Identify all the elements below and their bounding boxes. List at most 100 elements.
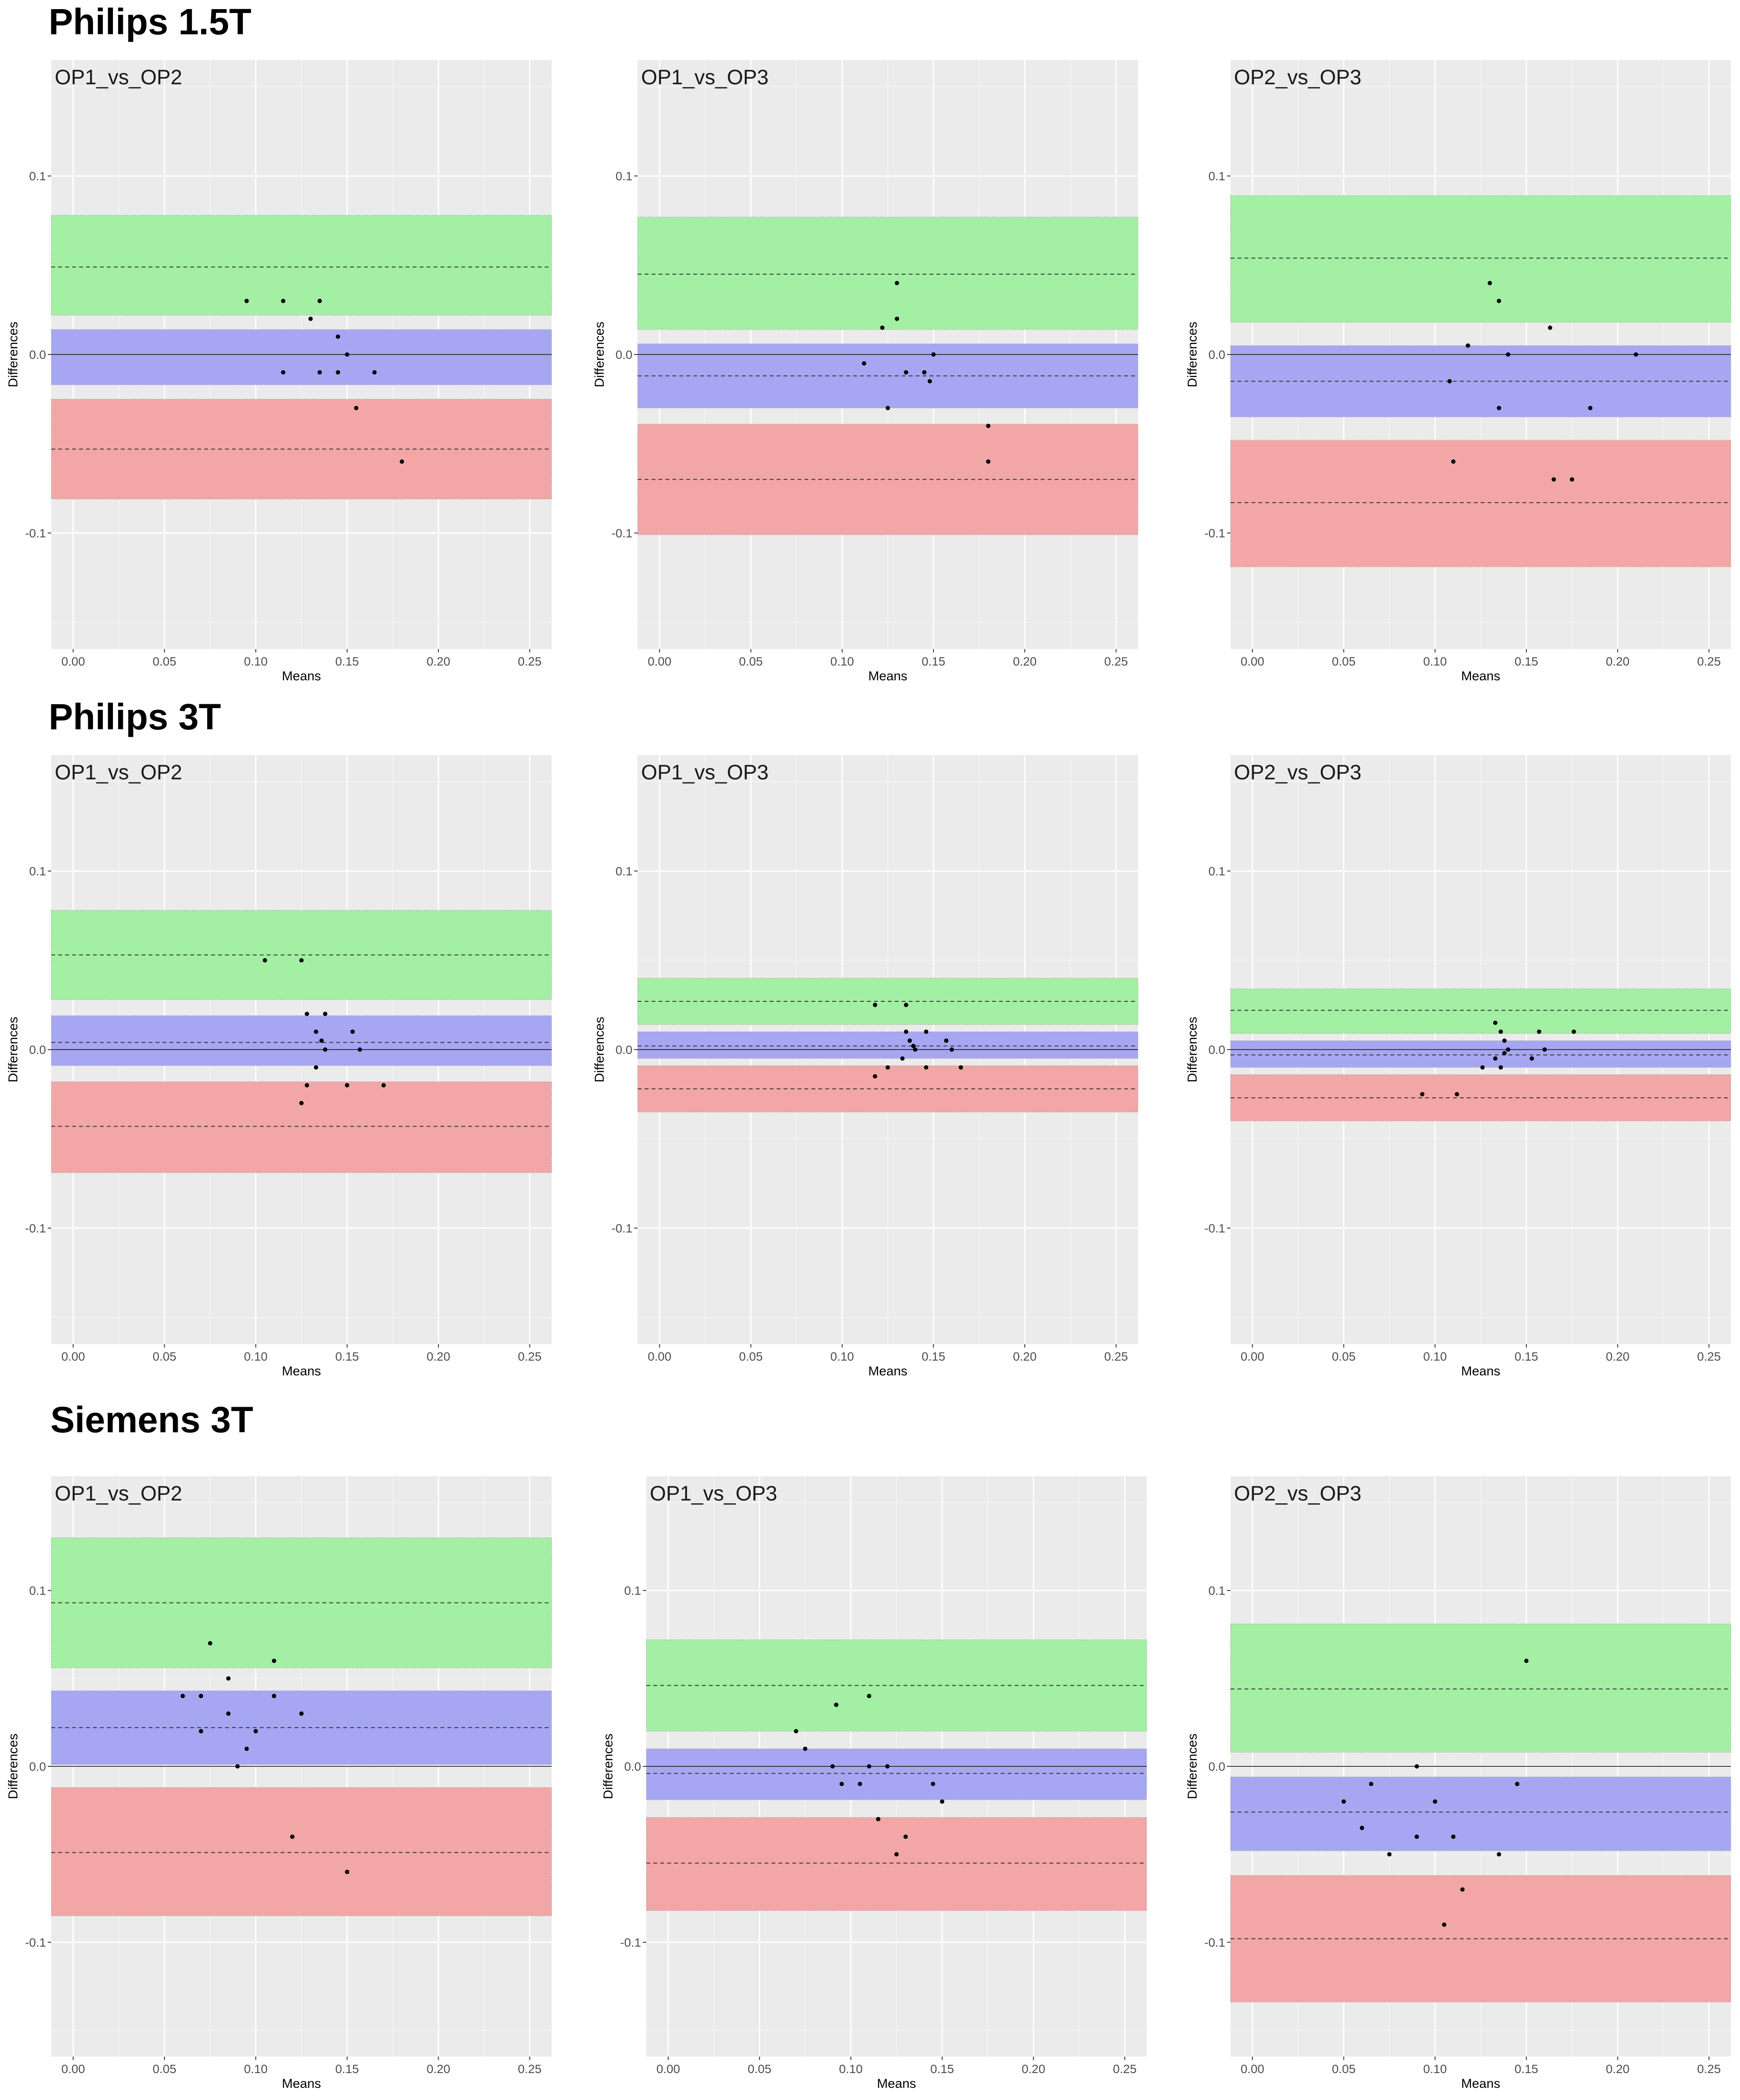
panel-title: OP1_vs_OP3 xyxy=(650,1482,777,1505)
y-axis-title: Differences xyxy=(592,321,607,387)
data-point xyxy=(1465,343,1470,348)
data-point xyxy=(1387,1852,1392,1857)
data-point xyxy=(1414,1764,1419,1769)
data-point xyxy=(180,1694,185,1699)
upper-loa-ci-band xyxy=(1230,1623,1731,1753)
data-point xyxy=(857,1782,862,1786)
data-point xyxy=(281,298,285,303)
x-tick-label: 0.15 xyxy=(335,655,359,668)
data-point xyxy=(198,1729,203,1734)
panel-title: OP1_vs_OP3 xyxy=(641,66,768,89)
x-axis-title: Means xyxy=(282,1364,321,1378)
x-tick-label: 0.15 xyxy=(1515,2062,1538,2076)
bland-altman-plot-philips3t-op2-op3: -0.1 0.0 0.1 0.00 0.05 0.10 0.15 0.20 0.25 Means D… xyxy=(1185,755,1731,1378)
y-tick-label: 0.0 xyxy=(1208,348,1225,361)
x-tick-label: 0.25 xyxy=(1697,655,1721,668)
data-point xyxy=(1442,1922,1446,1927)
data-point xyxy=(894,1852,899,1857)
data-point xyxy=(867,1694,871,1699)
x-tick-label: 0.00 xyxy=(1240,655,1264,668)
lower-loa-ci-band xyxy=(51,1081,552,1173)
x-tick-label: 0.20 xyxy=(1022,2062,1045,2076)
data-point xyxy=(1588,406,1593,411)
data-point xyxy=(895,281,900,285)
data-point xyxy=(1548,325,1552,330)
panel-title: OP1_vs_OP2 xyxy=(55,761,182,784)
y-tick-label: 0.0 xyxy=(615,1043,632,1057)
panel-title: OP1_vs_OP3 xyxy=(641,761,768,784)
data-point xyxy=(900,1056,905,1061)
data-point xyxy=(1414,1834,1419,1839)
data-point xyxy=(944,1038,949,1043)
data-point xyxy=(1460,1887,1465,1892)
y-tick-label: 0.0 xyxy=(624,1760,641,1773)
data-point xyxy=(959,1065,963,1070)
data-point xyxy=(907,1038,912,1043)
data-point xyxy=(1480,1065,1485,1070)
data-point xyxy=(1369,1782,1373,1786)
data-point xyxy=(1493,1020,1498,1025)
data-point xyxy=(262,958,267,963)
y-tick-label: -0.1 xyxy=(1204,1936,1225,1949)
x-tick-label: 0.10 xyxy=(244,655,268,668)
x-tick-label: 0.05 xyxy=(748,2062,771,2076)
panel-title: OP2_vs_OP3 xyxy=(1234,1482,1361,1505)
x-tick-label: 0.20 xyxy=(1606,1350,1630,1363)
data-point xyxy=(381,1083,386,1088)
data-point xyxy=(949,1047,954,1052)
upper-loa-ci-band xyxy=(637,216,1138,330)
x-axis-title: Means xyxy=(282,2077,321,2091)
y-tick-label: 0.0 xyxy=(29,1043,46,1057)
data-point xyxy=(1506,352,1511,357)
data-point xyxy=(834,1703,839,1707)
x-tick-label: 0.25 xyxy=(1104,655,1128,668)
data-point xyxy=(372,370,377,375)
x-tick-label: 0.20 xyxy=(427,655,450,668)
data-point xyxy=(940,1799,945,1804)
bland-altman-plot-philips3t-op1-op2: -0.1 0.0 0.1 0.00 0.05 0.10 0.15 0.20 0.25 Means D… xyxy=(6,755,552,1378)
x-tick-label: 0.25 xyxy=(518,2062,542,2076)
x-tick-label: 0.25 xyxy=(1697,2062,1721,2076)
data-point xyxy=(198,1694,203,1699)
data-point xyxy=(299,1101,304,1106)
y-tick-label: 0.0 xyxy=(29,1760,46,1773)
x-tick-label: 0.25 xyxy=(1104,1350,1128,1363)
data-point xyxy=(986,459,991,464)
data-point xyxy=(1634,352,1638,357)
x-tick-label: 0.15 xyxy=(922,655,946,668)
y-axis-title: Differences xyxy=(6,1733,20,1799)
data-point xyxy=(1432,1799,1437,1804)
data-point xyxy=(400,459,404,464)
data-point xyxy=(1488,281,1492,285)
x-tick-label: 0.00 xyxy=(1240,2062,1264,2076)
panel-title: OP1_vs_OP2 xyxy=(55,66,182,89)
x-tick-label: 0.05 xyxy=(1332,2062,1356,2076)
x-axis-title: Means xyxy=(868,1364,907,1378)
y-axis-title: Differences xyxy=(601,1733,615,1799)
data-point xyxy=(1493,1056,1498,1061)
y-tick-label: -0.1 xyxy=(25,1936,46,1949)
y-tick-label: 0.1 xyxy=(624,1584,641,1597)
data-point xyxy=(904,1003,909,1007)
data-point xyxy=(336,370,341,375)
x-tick-label: 0.20 xyxy=(1606,2062,1630,2076)
lower-loa-ci-band xyxy=(646,1817,1147,1911)
data-point xyxy=(867,1764,871,1769)
x-tick-label: 0.20 xyxy=(1013,655,1037,668)
data-point xyxy=(1447,379,1452,384)
x-tick-label: 0.10 xyxy=(830,1350,854,1363)
bias-ci-band xyxy=(51,329,552,385)
data-point xyxy=(1570,477,1575,482)
data-point xyxy=(1497,298,1502,303)
data-point xyxy=(1551,477,1556,482)
x-tick-label: 0.05 xyxy=(1332,655,1356,668)
data-point xyxy=(927,379,932,384)
data-point xyxy=(904,1029,909,1034)
data-point xyxy=(873,1003,877,1007)
data-point xyxy=(903,1834,908,1839)
data-point xyxy=(235,1764,240,1769)
data-point xyxy=(314,1065,318,1070)
y-axis-title: Differences xyxy=(6,321,20,387)
section-title-philips-3t: Philips 3T xyxy=(49,696,221,737)
data-point xyxy=(323,1047,327,1052)
